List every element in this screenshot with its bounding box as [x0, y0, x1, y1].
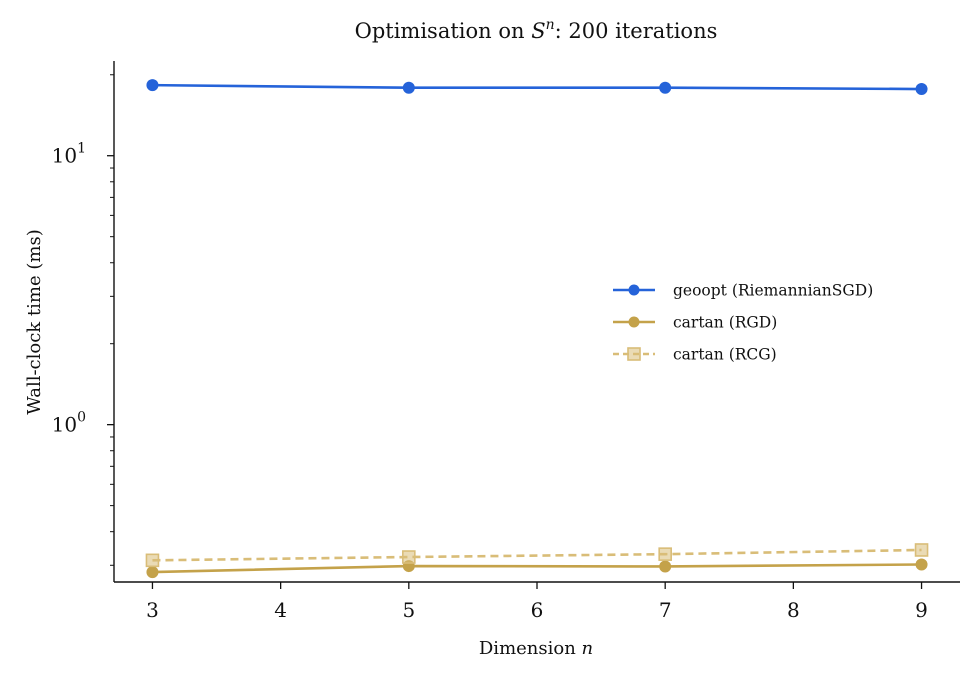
- x-tick-label: 7: [659, 598, 672, 622]
- data-point: [402, 550, 416, 564]
- x-tick-label: 5: [402, 598, 415, 622]
- axes: [113, 61, 960, 583]
- legend-label: cartan (RGD): [673, 314, 777, 332]
- data-point: [914, 543, 929, 557]
- series-layer: [145, 79, 929, 579]
- data-point: [915, 83, 928, 96]
- series-line: [152, 83, 922, 91]
- data-point: [145, 553, 160, 568]
- x-tick-label: 3: [146, 598, 159, 622]
- legend-marker: [628, 284, 640, 296]
- legend-marker: [628, 316, 640, 328]
- series-2: [145, 543, 929, 568]
- chart-title: Optimisation on Sn: 200 iterations: [355, 17, 718, 43]
- x-tick-label: 6: [531, 598, 544, 622]
- data-point: [659, 560, 672, 573]
- legend-marker: [627, 347, 641, 361]
- data-point: [146, 566, 159, 579]
- legend-entry: cartan (RCG): [613, 346, 777, 364]
- y-tick-label: 100: [52, 410, 86, 437]
- x-tick-label: 9: [915, 598, 928, 622]
- y-axis-ticks: 100 101: [52, 74, 114, 566]
- y-axis-label: Wall-clock time (ms): [24, 229, 45, 414]
- x-axis-label: Dimension n: [479, 638, 593, 659]
- x-tick-label: 4: [274, 598, 287, 622]
- series-1: [146, 558, 928, 579]
- data-point: [402, 81, 415, 94]
- series-0: [146, 79, 928, 96]
- data-point: [146, 79, 159, 92]
- x-tick-label: 8: [787, 598, 800, 622]
- data-point: [915, 558, 928, 571]
- data-point: [658, 547, 672, 561]
- legend-label: cartan (RCG): [673, 346, 777, 364]
- legend-label: geoopt (RiemannianSGD): [673, 282, 873, 300]
- series-line: [152, 548, 922, 562]
- y-tick-label: 101: [52, 141, 86, 168]
- series-line: [152, 563, 922, 574]
- data-point: [659, 81, 672, 94]
- legend-entry: cartan (RGD): [613, 314, 777, 332]
- legend-entry: geoopt (RiemannianSGD): [613, 282, 873, 300]
- legend: geoopt (RiemannianSGD) cartan (RGD) cartan…: [613, 282, 873, 364]
- x-axis-ticks: 3 4 5 6 7 8 9: [146, 582, 928, 622]
